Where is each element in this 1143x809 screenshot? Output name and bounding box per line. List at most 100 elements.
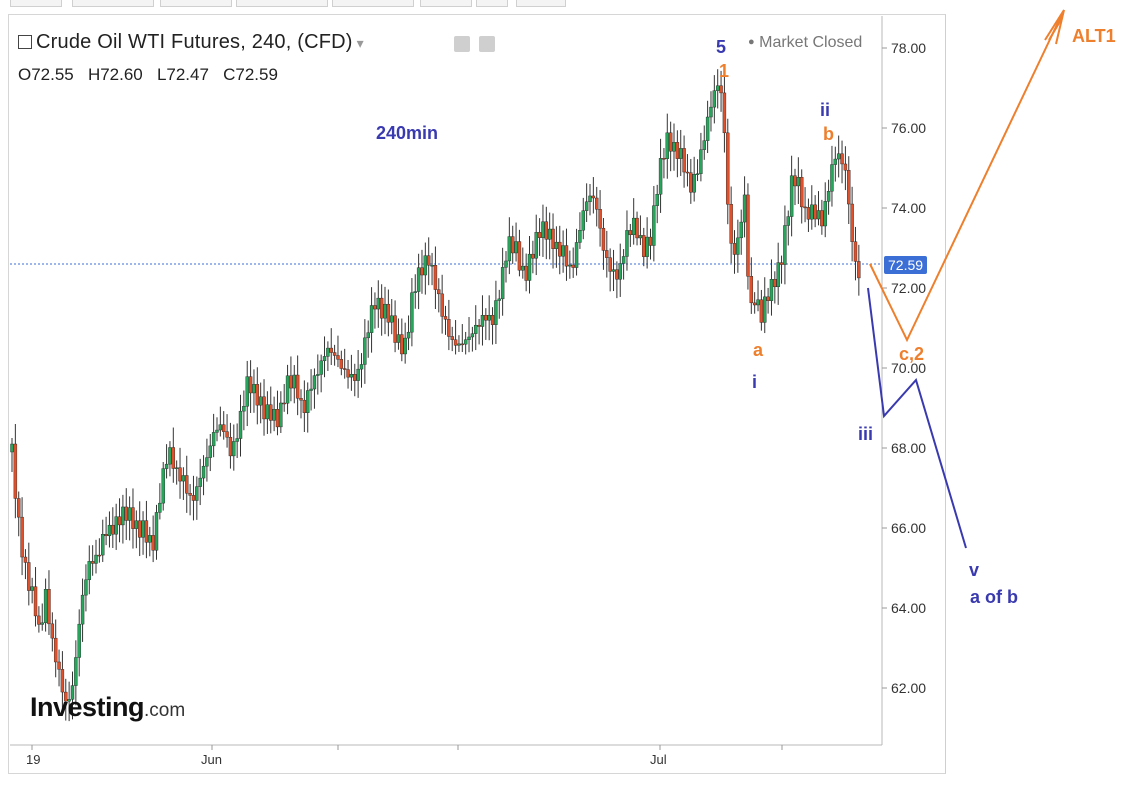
ohlc-high: H72.60	[87, 65, 143, 84]
candle-bull	[621, 256, 626, 264]
wave-label-1: 1	[719, 61, 730, 81]
candle-bear	[490, 315, 495, 325]
candle-bear	[124, 506, 128, 521]
candle-bull	[796, 176, 801, 187]
candle-bull	[467, 336, 471, 340]
candle-bull	[463, 339, 468, 345]
tab-stub[interactable]	[420, 0, 472, 7]
candle-bull	[396, 334, 401, 343]
x-tick-label: 19	[26, 752, 41, 767]
candle-bull	[390, 315, 394, 323]
tab-stub[interactable]	[72, 0, 154, 7]
candle-bull	[114, 516, 118, 535]
candle-bull	[326, 347, 330, 357]
candle-bull	[174, 467, 179, 469]
candle-bear	[628, 230, 633, 236]
wave-label-ii: ii	[820, 100, 831, 120]
tab-stub[interactable]	[332, 0, 414, 7]
candle-bull	[578, 230, 582, 243]
candle-bull	[252, 384, 256, 394]
chevron-down-icon[interactable]: ▾	[356, 35, 364, 51]
candle-bear	[339, 359, 344, 369]
candle-bull	[527, 253, 532, 281]
candle-bear	[33, 586, 38, 617]
candle-bull	[830, 164, 834, 192]
candle-bull	[235, 438, 239, 442]
tab-stub[interactable]	[516, 0, 566, 7]
candle-bull	[77, 623, 81, 658]
candle-bear	[393, 315, 397, 343]
candle-bear	[732, 243, 737, 255]
candle-bull	[652, 205, 656, 246]
candle-bull	[702, 140, 706, 150]
candle-bull	[272, 409, 276, 421]
candle-bear	[269, 404, 273, 421]
candle-bull	[507, 236, 512, 262]
candle-bear	[668, 132, 673, 152]
candle-bear	[615, 269, 619, 280]
candle-bull	[215, 429, 219, 433]
candle-bear	[779, 262, 784, 265]
candle-bear	[50, 623, 55, 639]
candle-bear	[104, 533, 108, 537]
gear-icon[interactable]	[479, 36, 495, 52]
wave-label-5: 5	[716, 37, 727, 57]
y-tick-marks	[882, 47, 887, 689]
candle-bull	[218, 424, 223, 431]
candle-bull	[148, 535, 152, 543]
y-tick-label: 64.00	[891, 600, 927, 616]
candle-bear	[484, 315, 488, 321]
candle-bull	[238, 410, 243, 439]
collapse-icon[interactable]	[18, 35, 32, 49]
candle-bear	[97, 554, 102, 557]
candle-bull	[699, 149, 703, 174]
candle-bull	[756, 299, 760, 306]
candle-bear	[53, 637, 58, 663]
candle-bull	[292, 374, 296, 389]
tab-stub[interactable]	[10, 0, 62, 7]
candle-bull	[74, 657, 78, 686]
candle-bear	[537, 232, 542, 238]
candle-bull	[366, 332, 370, 339]
candle-bull	[195, 486, 199, 501]
candle-bull	[416, 267, 421, 292]
status-dot-icon: ●	[748, 36, 755, 48]
candle-bear	[111, 524, 115, 535]
y-tick-label: 72.00	[891, 280, 927, 296]
investing-logo: Investing.com	[30, 692, 185, 723]
candle-bear	[342, 368, 347, 370]
candle-bull	[588, 195, 592, 203]
candle-bear	[564, 245, 569, 267]
candle-bull	[376, 297, 380, 310]
candle-bull	[319, 360, 323, 375]
tab-stub[interactable]	[476, 0, 508, 7]
candle-bear	[773, 279, 777, 288]
candle-bull	[10, 443, 14, 453]
candle-bull	[107, 524, 112, 537]
candle-bear	[511, 236, 515, 254]
candle-bull	[242, 406, 246, 412]
candle-bear	[746, 194, 750, 277]
candle-bear	[420, 267, 424, 276]
candle-bear	[262, 396, 266, 420]
candle-bull	[665, 132, 669, 159]
candle-bull	[810, 204, 814, 220]
candle-bear	[151, 535, 155, 551]
candle-bull	[127, 507, 132, 521]
candle-bear	[144, 520, 149, 543]
candle-bear	[255, 384, 260, 406]
candle-bear	[289, 375, 293, 389]
candle-bear	[137, 520, 142, 538]
ohlc-open: O72.55	[18, 65, 74, 84]
candle-bull	[470, 333, 475, 338]
eye-icon[interactable]	[454, 36, 470, 52]
candle-bear	[648, 236, 653, 246]
candle-bear	[453, 339, 458, 346]
tab-stub[interactable]	[236, 0, 328, 7]
candle-bear	[689, 172, 693, 193]
tab-stub[interactable]	[160, 0, 232, 7]
candle-bear	[379, 297, 384, 319]
candle-bull	[638, 235, 643, 239]
wave-label-a: a	[753, 340, 764, 360]
